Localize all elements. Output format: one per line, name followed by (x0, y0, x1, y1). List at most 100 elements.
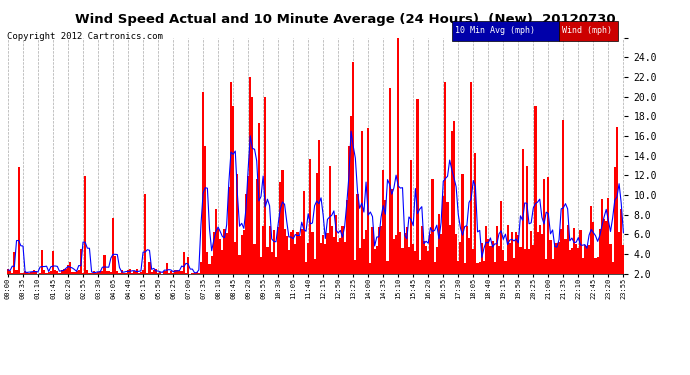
Bar (24, 271, 26, 274)
Bar (305, 262, 307, 274)
Bar (30, 272, 32, 274)
Bar (108, 272, 110, 274)
Bar (328, 166, 331, 274)
Bar (566, 225, 569, 274)
Bar (226, 233, 228, 274)
Bar (195, 272, 198, 274)
Bar (575, 244, 578, 274)
Bar (297, 232, 299, 274)
Bar (457, 261, 460, 274)
Bar (92, 271, 95, 274)
Bar (106, 271, 108, 274)
Bar (578, 248, 580, 274)
Bar (588, 244, 590, 274)
Bar (230, 82, 232, 274)
Bar (592, 222, 594, 274)
Bar (342, 226, 344, 274)
Bar (174, 270, 177, 274)
Bar (268, 226, 270, 274)
Bar (193, 273, 195, 274)
Bar (142, 270, 144, 274)
Bar (562, 120, 564, 274)
Bar (395, 235, 397, 274)
Bar (410, 160, 412, 274)
Bar (112, 218, 114, 274)
Bar (359, 248, 361, 274)
Bar (65, 269, 67, 274)
Bar (157, 273, 159, 274)
Bar (520, 248, 522, 274)
Bar (560, 230, 562, 274)
Bar (324, 244, 326, 274)
Bar (547, 177, 549, 274)
Bar (417, 99, 419, 274)
Bar (468, 238, 470, 274)
Bar (181, 271, 183, 274)
Bar (311, 231, 313, 274)
Bar (241, 234, 243, 274)
Bar (511, 232, 513, 274)
Bar (433, 262, 436, 274)
Bar (524, 249, 526, 274)
Bar (177, 270, 179, 274)
Bar (496, 226, 498, 274)
Bar (15, 270, 18, 274)
Bar (582, 258, 584, 274)
Bar (228, 187, 230, 274)
Bar (376, 246, 378, 274)
Bar (22, 273, 24, 274)
Bar (48, 272, 50, 274)
Bar (152, 270, 155, 274)
Bar (148, 262, 150, 274)
Bar (502, 250, 504, 274)
Bar (90, 273, 92, 274)
Bar (489, 246, 491, 274)
Bar (357, 194, 359, 274)
Bar (34, 271, 37, 274)
Bar (213, 232, 215, 274)
Bar (485, 226, 487, 274)
Bar (219, 239, 221, 274)
Bar (179, 271, 181, 274)
Bar (262, 226, 264, 274)
Bar (584, 244, 586, 274)
Bar (97, 272, 99, 274)
Bar (613, 166, 616, 274)
Bar (509, 243, 511, 274)
Bar (78, 270, 80, 274)
Bar (279, 182, 282, 274)
Bar (573, 228, 575, 274)
Bar (431, 179, 433, 274)
Bar (618, 232, 620, 274)
Bar (404, 233, 406, 274)
Bar (20, 273, 22, 274)
Bar (522, 149, 524, 274)
Bar (580, 230, 582, 274)
Bar (191, 273, 193, 274)
Bar (506, 225, 509, 274)
Bar (322, 236, 324, 274)
Bar (155, 269, 157, 274)
Text: 10 Min Avg (mph): 10 Min Avg (mph) (455, 26, 535, 36)
Bar (28, 273, 30, 274)
Bar (438, 213, 440, 274)
Bar (313, 259, 316, 274)
Bar (301, 229, 303, 274)
Bar (590, 206, 592, 274)
Bar (320, 243, 322, 274)
Bar (172, 273, 174, 274)
Bar (549, 240, 551, 274)
Bar (569, 250, 571, 274)
Bar (453, 121, 455, 274)
Bar (39, 273, 41, 274)
Bar (41, 250, 43, 274)
Bar (400, 232, 402, 274)
Bar (481, 243, 483, 274)
Bar (498, 246, 500, 274)
Bar (255, 179, 258, 274)
Bar (616, 127, 618, 274)
Bar (200, 262, 202, 274)
Bar (121, 270, 123, 274)
Bar (603, 219, 605, 274)
Bar (183, 252, 185, 274)
